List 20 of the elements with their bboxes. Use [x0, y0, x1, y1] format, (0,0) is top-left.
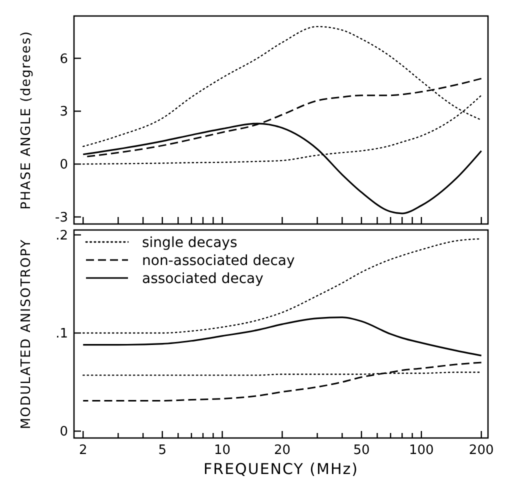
x-axis-title: FREQUENCY (MHz): [204, 460, 358, 478]
y-tick-label: 0: [60, 158, 68, 173]
legend-label: non-associated decay: [142, 253, 295, 269]
y-tick-label: .2: [56, 228, 68, 244]
y-axis-title: MODULATED ANISOTROPY: [19, 238, 34, 430]
x-tick-label: 100: [408, 443, 434, 458]
y-tick-label: -3: [55, 210, 68, 226]
legend-label: associated decay: [142, 271, 264, 287]
x-tick-label: 10: [214, 443, 231, 458]
y-tick-label: .1: [56, 326, 68, 342]
x-tick-label: 2: [78, 443, 88, 458]
x-tick-label: 20: [274, 443, 290, 458]
y-tick-label: 6: [60, 52, 68, 67]
x-tick-label: 50: [353, 443, 370, 458]
legend-label: single decays: [142, 235, 238, 251]
x-tick-label: 5: [158, 443, 166, 458]
y-tick-label: 0: [60, 424, 68, 440]
y-tick-label: 3: [60, 104, 68, 120]
y-axis-title: PHASE ANGLE (degrees): [19, 30, 34, 210]
x-tick-label: 200: [468, 443, 494, 458]
